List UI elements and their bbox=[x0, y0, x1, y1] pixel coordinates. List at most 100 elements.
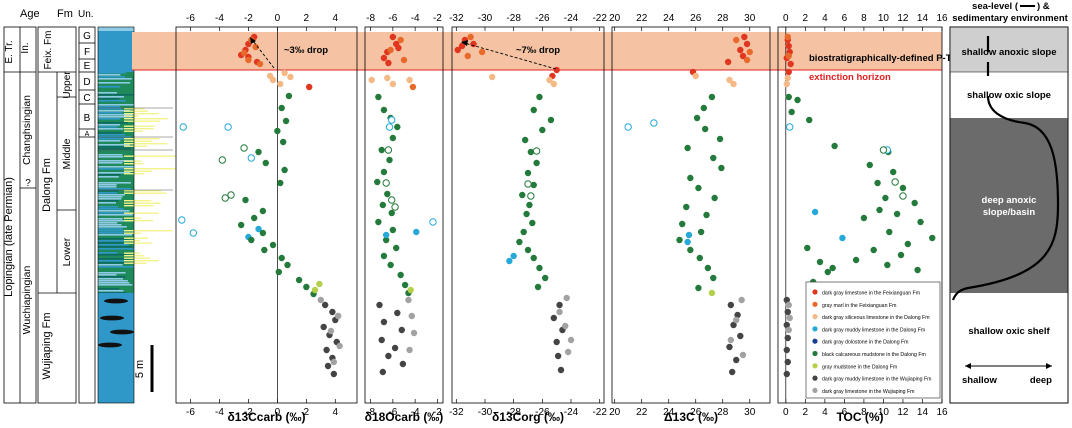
data-point bbox=[311, 286, 319, 294]
data-point bbox=[336, 342, 343, 350]
tick-label-top: -24 bbox=[564, 13, 579, 24]
data-point bbox=[693, 114, 701, 122]
tick-label-bottom: 8 bbox=[861, 407, 867, 418]
data-point bbox=[542, 274, 549, 282]
data-point bbox=[684, 144, 691, 152]
annotation-carb-drop: ~3‰ drop bbox=[284, 45, 328, 56]
data-point bbox=[379, 368, 387, 376]
legend-marker bbox=[812, 387, 818, 393]
data-point bbox=[743, 40, 751, 48]
annotation-org-drop: ~7‰ drop bbox=[516, 45, 560, 56]
data-point bbox=[785, 301, 792, 309]
legend-marker bbox=[812, 350, 818, 357]
data-point bbox=[385, 59, 392, 67]
tick-label-top: 2 bbox=[803, 13, 809, 24]
tick-label-bottom: -6 bbox=[186, 407, 195, 418]
data-point bbox=[488, 73, 496, 81]
data-point bbox=[899, 184, 907, 192]
data-point bbox=[716, 135, 724, 143]
data-point bbox=[874, 179, 881, 187]
data-point bbox=[866, 161, 873, 169]
panel-frame bbox=[611, 26, 771, 404]
unit-B: B bbox=[84, 113, 91, 124]
data-point bbox=[684, 238, 691, 246]
data-point bbox=[728, 368, 736, 376]
data-point bbox=[879, 146, 888, 154]
data-point bbox=[532, 147, 541, 155]
data-point bbox=[562, 322, 569, 330]
data-point bbox=[395, 44, 402, 52]
data-point bbox=[399, 360, 407, 368]
scale-label: 5 m bbox=[134, 360, 146, 378]
data-point bbox=[189, 229, 198, 237]
tick-label-bottom: -2 bbox=[433, 407, 442, 418]
panel-frame bbox=[364, 26, 444, 404]
tick-label-top: -4 bbox=[215, 13, 224, 24]
data-point bbox=[287, 73, 294, 81]
legend-label: dark gray limestone in the Wujiaping Fm bbox=[822, 389, 914, 395]
tick-label-bottom: 22 bbox=[636, 407, 648, 418]
sub-middle: Middle bbox=[61, 138, 73, 169]
tick-label-bottom: -4 bbox=[215, 407, 224, 418]
data-point bbox=[536, 93, 543, 101]
data-point bbox=[737, 332, 744, 340]
tick-label-bottom: 6 bbox=[842, 407, 848, 418]
data-point bbox=[727, 336, 735, 344]
data-point bbox=[376, 301, 383, 309]
data-point bbox=[550, 314, 558, 322]
tick-label-bottom: 26 bbox=[690, 407, 702, 418]
data-point bbox=[398, 326, 405, 334]
data-point bbox=[380, 54, 388, 62]
data-point bbox=[783, 80, 790, 88]
data-point bbox=[178, 216, 186, 224]
legend-marker bbox=[812, 314, 818, 320]
data-point bbox=[279, 138, 287, 146]
env-deep-anoxic-zone bbox=[950, 118, 1068, 293]
data-point bbox=[726, 76, 733, 84]
data-point bbox=[391, 203, 399, 211]
data-point bbox=[929, 234, 936, 242]
unit-F: F bbox=[84, 47, 90, 58]
legend-marker bbox=[812, 375, 818, 381]
data-point bbox=[506, 257, 513, 265]
tick-label-bottom: 28 bbox=[717, 407, 729, 418]
data-point bbox=[240, 49, 248, 57]
data-point bbox=[256, 60, 264, 68]
data-point bbox=[521, 136, 529, 144]
tb-band bbox=[132, 32, 942, 70]
panel-c13carb: -6 -4 -2 0 2 4 -6 -4 -2 0 2 4 δ13Ccarb (‰) bbox=[175, 13, 358, 424]
data-point bbox=[557, 366, 565, 374]
data-point bbox=[259, 229, 267, 237]
data-point bbox=[397, 271, 404, 279]
chert-lens bbox=[100, 315, 124, 321]
data-point bbox=[285, 92, 293, 100]
tick-label-top: 6 bbox=[842, 13, 848, 24]
data-point bbox=[527, 192, 535, 200]
data-point bbox=[806, 116, 813, 124]
data-point bbox=[784, 74, 791, 82]
data-point bbox=[389, 134, 397, 142]
data-point bbox=[556, 301, 563, 309]
data-point bbox=[237, 221, 245, 229]
tick-label-bottom: -8 bbox=[366, 407, 375, 418]
data-point bbox=[831, 142, 838, 150]
tick-label-top: -8 bbox=[366, 13, 375, 24]
tick-label-top: 30 bbox=[744, 13, 756, 24]
data-point bbox=[530, 181, 537, 189]
legend-marker bbox=[812, 326, 818, 332]
data-point bbox=[393, 244, 400, 252]
header-unit: Un. bbox=[78, 9, 94, 20]
data-point bbox=[281, 69, 288, 77]
data-point bbox=[221, 194, 229, 202]
age-etr: E. Tr. bbox=[4, 40, 15, 63]
data-point bbox=[281, 166, 288, 174]
tick-label-top: 16 bbox=[936, 13, 948, 24]
env-shallow: shallow bbox=[962, 375, 997, 386]
tick-label-bottom: 24 bbox=[663, 407, 675, 418]
data-point bbox=[282, 117, 290, 125]
tick-label-top: 26 bbox=[690, 13, 702, 24]
data-point bbox=[405, 296, 412, 304]
data-point bbox=[839, 234, 846, 242]
data-point bbox=[478, 48, 486, 56]
